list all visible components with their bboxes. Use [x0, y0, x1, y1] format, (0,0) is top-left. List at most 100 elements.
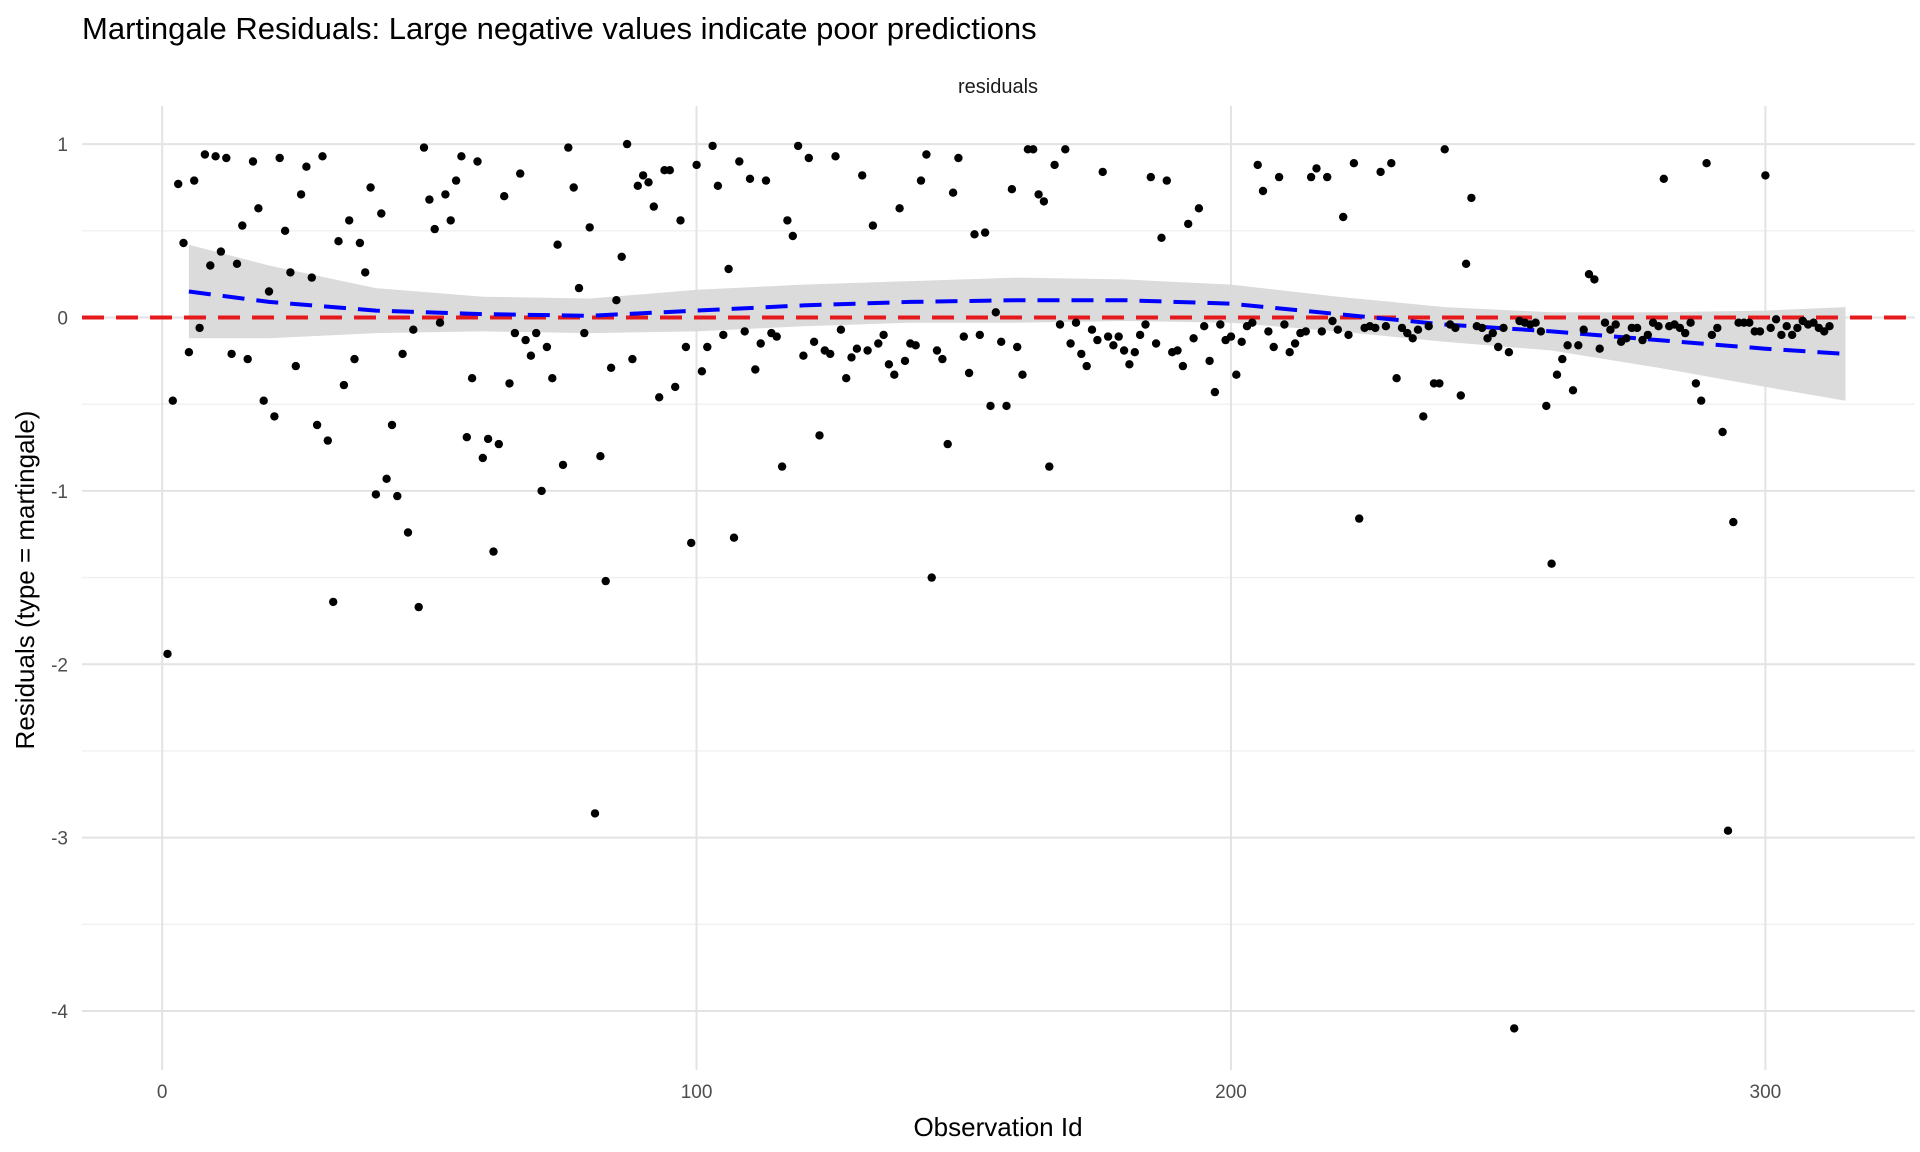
data-point	[1018, 370, 1027, 379]
data-point	[1071, 318, 1081, 327]
data-point	[174, 179, 183, 189]
data-point	[719, 330, 728, 340]
data-point	[1622, 334, 1631, 343]
data-point	[1013, 342, 1022, 352]
data-point	[980, 228, 990, 237]
data-point	[1178, 361, 1188, 371]
data-point	[1119, 346, 1129, 355]
data-point	[505, 379, 514, 388]
data-point	[681, 342, 691, 352]
data-point	[665, 166, 674, 175]
data-point	[751, 365, 760, 374]
data-point	[916, 176, 926, 185]
data-point	[606, 363, 616, 372]
data-point	[1504, 348, 1514, 357]
data-point	[1552, 370, 1562, 379]
data-point	[1579, 325, 1588, 334]
data-point	[569, 183, 578, 192]
data-point	[1595, 344, 1604, 353]
data-point	[377, 209, 386, 218]
data-point	[1718, 427, 1727, 437]
data-point	[425, 195, 434, 204]
data-point	[558, 460, 568, 470]
data-point	[943, 439, 952, 449]
data-point	[922, 150, 931, 159]
data-point	[222, 153, 231, 163]
data-point	[1542, 401, 1551, 411]
data-point	[323, 436, 332, 445]
data-point	[697, 367, 707, 376]
data-point	[451, 176, 461, 185]
data-point	[329, 597, 338, 607]
data-point	[585, 223, 594, 232]
data-point	[414, 602, 423, 612]
data-point	[975, 330, 984, 340]
data-point	[863, 346, 872, 355]
data-point	[382, 474, 391, 483]
data-point	[312, 420, 322, 430]
data-point	[1194, 204, 1204, 213]
data-point	[350, 354, 359, 364]
data-point	[676, 216, 685, 225]
data-point	[574, 283, 584, 293]
data-point	[1205, 356, 1214, 366]
data-point	[745, 174, 755, 183]
data-point	[1125, 360, 1134, 369]
data-point	[1643, 330, 1653, 340]
data-point	[1301, 327, 1311, 336]
data-point	[1408, 334, 1417, 343]
data-point	[1344, 330, 1353, 340]
data-point	[510, 328, 520, 338]
data-point	[788, 231, 797, 241]
data-point	[1066, 339, 1075, 348]
data-point	[483, 434, 493, 444]
data-point	[526, 351, 536, 360]
data-point	[270, 412, 279, 421]
data-point	[612, 296, 621, 305]
data-point	[1632, 323, 1642, 333]
data-point	[548, 374, 557, 383]
data-point	[1675, 323, 1685, 333]
data-point	[895, 204, 904, 213]
data-point	[932, 346, 942, 355]
data-point	[997, 337, 1006, 346]
data-point	[858, 171, 867, 180]
x-tick-label: 300	[1750, 1082, 1782, 1103]
data-point	[740, 327, 749, 336]
data-point	[1691, 379, 1701, 388]
data-point	[1376, 167, 1385, 177]
data-point	[1419, 412, 1428, 421]
data-point	[243, 354, 252, 364]
data-point	[1488, 328, 1498, 338]
data-point	[532, 328, 541, 338]
data-point	[1114, 332, 1123, 341]
data-point	[521, 335, 530, 345]
data-point	[1755, 327, 1765, 336]
data-point	[248, 157, 258, 166]
data-point	[1547, 559, 1556, 568]
data-point	[793, 141, 803, 151]
data-point	[649, 202, 658, 211]
data-point	[1558, 354, 1567, 364]
data-point	[1333, 325, 1343, 334]
data-point	[355, 238, 365, 248]
data-point	[163, 649, 172, 659]
smooth-line-layer	[188, 289, 1846, 356]
data-point	[1638, 335, 1647, 345]
data-point	[1654, 322, 1663, 331]
data-point	[1007, 185, 1017, 194]
data-point	[1723, 826, 1733, 835]
data-point	[184, 348, 194, 357]
data-point	[419, 143, 429, 152]
data-point	[254, 204, 263, 213]
data-point	[393, 491, 402, 501]
data-point	[938, 354, 947, 364]
data-point	[1253, 160, 1262, 170]
data-point	[430, 224, 439, 234]
data-point	[879, 330, 888, 340]
data-point	[804, 153, 813, 163]
data-point	[671, 382, 680, 392]
data-point	[1264, 327, 1273, 336]
y-tick-label: -1	[51, 482, 68, 503]
data-point	[334, 237, 343, 246]
